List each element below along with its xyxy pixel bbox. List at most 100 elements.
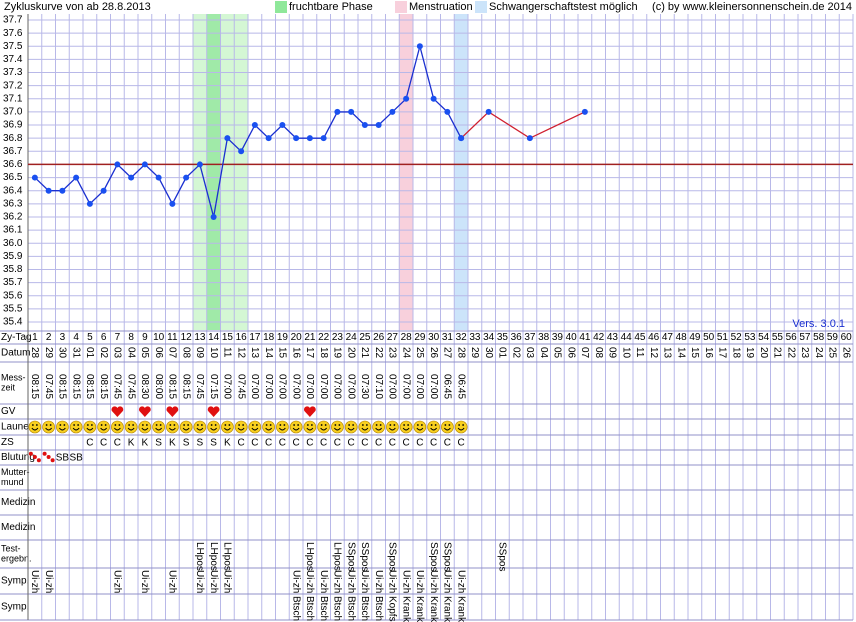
mood-face — [344, 420, 358, 434]
date: 03 — [524, 347, 535, 359]
measure-time: 08:15 — [98, 374, 109, 399]
cycle-day: 54 — [758, 332, 770, 343]
temp-point — [128, 174, 135, 181]
temp-point — [320, 135, 327, 142]
cycle-day: 26 — [373, 332, 385, 343]
mood-eye — [31, 424, 34, 426]
mood-eye — [379, 424, 382, 426]
cervical-fluid: C — [416, 438, 423, 449]
mood-smile — [196, 427, 204, 431]
symptom: Ui-zh — [304, 570, 315, 593]
cervical-fluid: C — [251, 438, 258, 449]
mood-face — [207, 420, 220, 434]
phase-band — [399, 14, 413, 330]
row-label: Medizin — [1, 497, 35, 508]
cycle-day: 28 — [401, 332, 413, 343]
date: 07 — [167, 347, 178, 359]
mood-face — [317, 420, 330, 434]
cycle-day: 7 — [115, 332, 121, 343]
mood-face — [152, 420, 165, 434]
date: 07 — [579, 347, 590, 359]
copyright: (c) by www.kleinersonnenschein.de 2014 — [652, 1, 852, 13]
date: 10 — [208, 347, 219, 359]
legend-swatch — [275, 1, 287, 13]
mood-eye — [45, 424, 48, 426]
mood-eye — [365, 424, 368, 426]
cycle-day: 56 — [786, 332, 798, 343]
measure-time: 07:00 — [249, 374, 260, 399]
mood-smile — [320, 427, 328, 431]
mood-smile — [306, 427, 314, 431]
cycle-day: 6 — [101, 332, 107, 343]
temp-point — [306, 135, 313, 142]
cervical-fluid: K — [224, 438, 231, 449]
mood-eye — [73, 424, 76, 426]
mood-smile — [72, 427, 80, 431]
cycle-day: 8 — [128, 332, 134, 343]
chart-title: Zykluskurve von ab 28.8.2013 — [4, 1, 151, 13]
cervical-fluid: C — [100, 438, 107, 449]
mood-eye — [448, 424, 451, 426]
mood-eye — [458, 424, 461, 426]
temp-point — [403, 95, 410, 102]
date: 04 — [125, 347, 136, 359]
date: 26 — [428, 347, 439, 359]
temp-point — [293, 135, 300, 142]
mood-eye — [293, 424, 296, 426]
mood-smile — [210, 427, 218, 431]
y-tick-label: 37.5 — [3, 41, 23, 52]
cycle-day: 1 — [32, 332, 38, 343]
cycle-day: 49 — [689, 332, 701, 343]
y-tick-label: 37.0 — [3, 107, 23, 118]
measure-time: 06:45 — [455, 374, 466, 399]
legend-label: Schwangerschaftstest möglich — [489, 1, 638, 13]
bleeding: SB — [69, 453, 83, 464]
measure-time: 07:00 — [345, 374, 356, 399]
cycle-day: 27 — [387, 332, 399, 343]
mood-eye — [375, 424, 378, 426]
cycle-day: 55 — [772, 332, 784, 343]
cycle-day: 9 — [142, 332, 148, 343]
date: 27 — [442, 347, 453, 359]
cervical-fluid: C — [348, 438, 355, 449]
mood-face — [111, 420, 124, 434]
test-result: LHpos — [208, 542, 219, 571]
cycle-day: 23 — [332, 332, 344, 343]
symptom: Btsch — [359, 596, 370, 621]
temp-point — [238, 148, 245, 155]
mood-smile — [347, 427, 355, 431]
cycle-day: 50 — [703, 332, 715, 343]
mood-eye — [114, 424, 117, 426]
mood-eye — [430, 424, 433, 426]
cycle-day: 32 — [456, 332, 468, 343]
cervical-fluid: C — [444, 438, 451, 449]
row-label: zeit — [1, 382, 16, 392]
cervical-fluid: S — [183, 438, 190, 449]
measure-time: 07:00 — [290, 374, 301, 399]
row-label: Zy-Tag — [1, 332, 32, 343]
mood-eye — [132, 424, 135, 426]
cycle-day: 51 — [717, 332, 729, 343]
date: 16 — [290, 347, 301, 359]
measure-time: 07:45 — [235, 374, 246, 399]
bleeding-dot — [42, 451, 47, 456]
cervical-fluid: C — [86, 438, 93, 449]
heart — [207, 406, 220, 417]
mood-eye — [196, 424, 199, 426]
mood-eye — [224, 424, 227, 426]
mood-eye — [159, 424, 162, 426]
measure-time: 07:00 — [318, 374, 329, 399]
mood-smile — [168, 427, 176, 431]
mood-eye — [238, 424, 241, 426]
cycle-day: 47 — [662, 332, 674, 343]
date: 09 — [194, 347, 205, 359]
date: 29 — [469, 347, 480, 359]
symptom: Krank — [455, 596, 466, 622]
mood-face — [42, 420, 55, 434]
row-label: Blutung — [1, 452, 35, 463]
symptom: Ui-zh — [345, 570, 356, 593]
date: 13 — [662, 347, 673, 359]
mood-eye — [297, 424, 300, 426]
mood-eye — [183, 424, 186, 426]
